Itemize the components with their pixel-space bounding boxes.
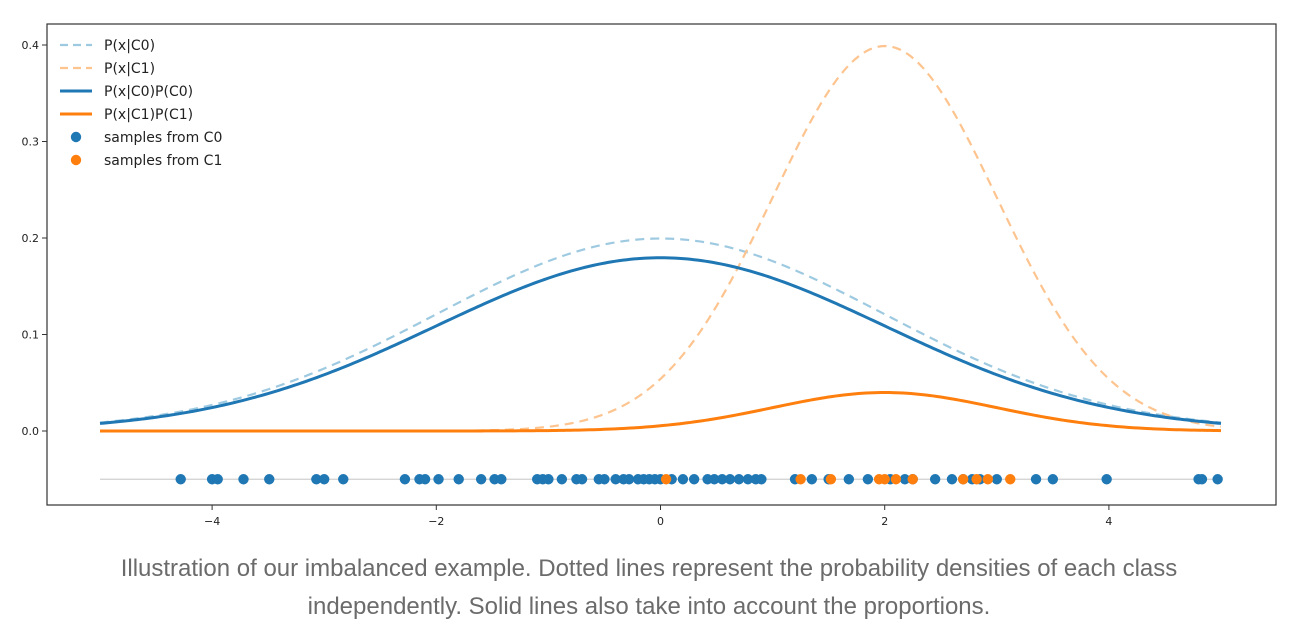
legend-swatch — [70, 131, 82, 143]
caption-line-2: independently. Solid lines also take int… — [307, 593, 991, 620]
sample-point — [576, 474, 588, 485]
caption-line-1: Illustration of our imbalanced example. … — [120, 555, 1178, 582]
sample-point — [982, 474, 994, 485]
plot-area — [46, 23, 1277, 506]
y-tick-label: 0.0 — [22, 425, 40, 438]
sample-point — [543, 474, 554, 485]
sample-point — [623, 474, 635, 485]
sample-point — [1101, 474, 1112, 485]
x-tick-label: 0 — [657, 515, 664, 528]
sample-point — [599, 474, 610, 485]
sample-point — [1047, 474, 1059, 485]
y-tick-label: 0.4 — [22, 39, 40, 52]
x-tick-label: 4 — [1105, 515, 1112, 528]
sample-point — [688, 474, 700, 485]
sample-point — [238, 474, 249, 485]
figure-caption: Illustration of our imbalanced example. … — [0, 550, 1298, 626]
x-tick-label: 2 — [881, 515, 888, 528]
sample-point — [610, 474, 621, 485]
sample-point — [1030, 474, 1042, 485]
x-tick-label: −4 — [204, 515, 220, 528]
legend-label: P(x|C0) — [104, 38, 155, 54]
sample-point — [311, 474, 322, 485]
sample-point — [319, 474, 330, 485]
sample-point — [475, 474, 487, 485]
sample-points — [175, 474, 1223, 485]
sample-point — [879, 474, 890, 485]
series-line-p-x-c0-p-c0- — [99, 256, 1222, 425]
sample-point — [971, 474, 982, 485]
sample-point — [756, 474, 767, 485]
sample-point — [724, 474, 736, 485]
sample-point — [419, 474, 431, 485]
sample-point — [946, 474, 958, 485]
sample-point — [957, 474, 969, 485]
sample-point — [677, 474, 689, 485]
sample-point — [399, 474, 411, 485]
sample-point — [899, 474, 911, 485]
sample-point — [716, 474, 728, 485]
density-curves — [99, 44, 1222, 433]
x-tick-label: −2 — [428, 515, 444, 528]
legend: P(x|C0) P(x|C1) P(x|C0)P(C0) P(x|C1)P(C1) sa… — [60, 38, 222, 169]
sample-point — [843, 474, 855, 485]
sample-point — [862, 474, 874, 485]
sample-point — [890, 474, 902, 485]
sample-point — [1005, 474, 1016, 485]
sample-point — [806, 474, 818, 485]
legend-swatch — [70, 154, 82, 166]
sample-point — [660, 474, 672, 485]
sample-point — [1196, 474, 1208, 485]
sample-point — [175, 474, 186, 485]
x-axis-ticks: −4 −2 0 2 4 — [204, 505, 1112, 528]
chart-figure: −4 −2 0 2 4 0.00.10.20.30.4 P(x|C0)P(x|C1)P(… — [22, 23, 1277, 528]
y-axis-ticks: 0.0 0.1 0.2 0.3 0.4 — [22, 39, 47, 438]
y-tick-label: 0.3 — [22, 136, 40, 149]
sample-point — [709, 474, 720, 485]
sample-point — [733, 474, 745, 485]
sample-point — [453, 474, 464, 485]
legend-label: samples from C1 — [104, 153, 222, 169]
sample-point — [991, 474, 1002, 485]
sample-point — [338, 474, 349, 485]
sample-point — [825, 474, 837, 485]
legend-label: samples from C0 — [104, 130, 222, 146]
legend-label: P(x|C0)P(C0) — [104, 84, 193, 100]
sample-point — [212, 474, 223, 485]
legend-label: P(x|C1) — [104, 61, 155, 77]
sample-point — [264, 474, 275, 485]
legend-label: P(x|C1)P(C1) — [104, 107, 193, 123]
y-tick-label: 0.1 — [22, 329, 40, 342]
sample-point — [433, 474, 444, 485]
sample-point — [556, 474, 568, 485]
sample-point — [907, 474, 918, 485]
sample-point — [496, 474, 507, 485]
sample-point — [1212, 474, 1223, 485]
sample-point — [795, 474, 806, 485]
y-tick-label: 0.2 — [22, 232, 40, 245]
sample-point — [742, 474, 754, 485]
series-line-p-x-c1-p-c1- — [100, 390, 1222, 433]
sample-point — [929, 474, 941, 485]
